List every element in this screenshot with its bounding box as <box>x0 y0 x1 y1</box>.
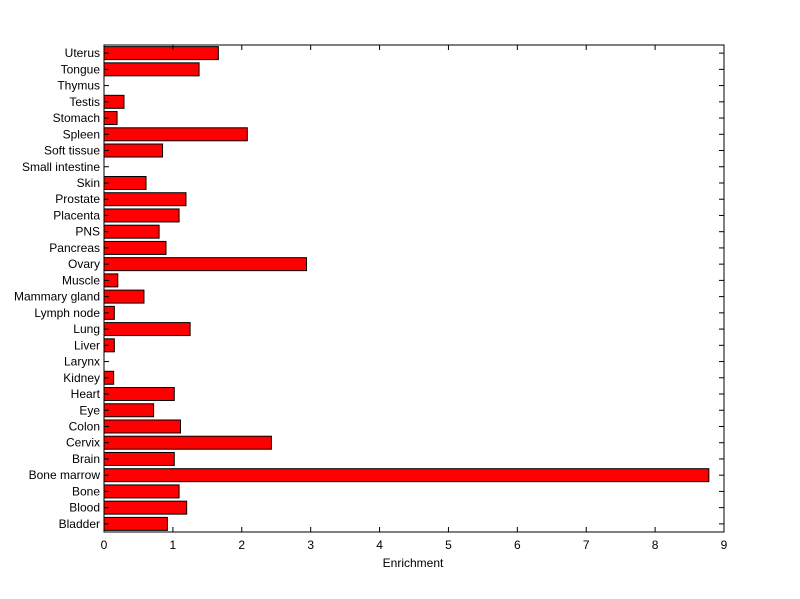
y-tick-label-thymus: Thymus <box>57 79 100 93</box>
y-tick-label-bone: Bone <box>72 484 100 498</box>
x-tick-label-7: 7 <box>583 538 590 552</box>
x-tick-label-2: 2 <box>238 538 245 552</box>
y-tick-label-skin: Skin <box>77 176 100 190</box>
y-tick-label-blood: Blood <box>69 501 100 515</box>
bar-colon <box>103 419 181 434</box>
bar-spleen <box>103 127 248 142</box>
bar-placenta <box>103 208 180 223</box>
x-tick-label-8: 8 <box>652 538 659 552</box>
y-tick-label-tongue: Tongue <box>61 62 101 76</box>
y-tick-label-prostate: Prostate <box>55 192 100 206</box>
y-tick-label-pns: PNS <box>75 225 100 239</box>
bar-brain <box>103 451 175 466</box>
plot-area <box>104 45 724 532</box>
y-tick-label-colon: Colon <box>69 419 100 433</box>
bar-blood <box>103 500 188 515</box>
bar-mammary-gland <box>103 289 145 304</box>
y-tick-label-placenta: Placenta <box>53 208 100 222</box>
y-tick-label-larynx: Larynx <box>64 355 100 369</box>
x-tick-label-5: 5 <box>445 538 452 552</box>
y-tick-label-liver: Liver <box>74 338 100 352</box>
bar-pns <box>103 224 160 239</box>
y-tick-label-eye: Eye <box>79 403 100 417</box>
bar-lung <box>103 322 191 337</box>
x-tick-label-3: 3 <box>307 538 314 552</box>
y-axis-ticks: Bladder Blood Bone Bone marrow Brain Cervix Co… <box>14 46 724 531</box>
x-tick-label-0: 0 <box>101 538 108 552</box>
y-tick-label-cervix: Cervix <box>66 436 100 450</box>
bar-bone <box>103 484 180 499</box>
y-tick-label-bladder: Bladder <box>59 517 100 531</box>
x-axis-label: Enrichment <box>383 556 444 570</box>
bar-bladder <box>103 516 168 531</box>
bar-skin <box>103 175 147 190</box>
x-tick-label-1: 1 <box>170 538 177 552</box>
bar-bone-marrow <box>103 468 710 483</box>
y-tick-label-heart: Heart <box>71 387 101 401</box>
y-tick-label-uterus: Uterus <box>65 46 100 60</box>
y-tick-label-ovary: Ovary <box>68 257 100 271</box>
bar-pancreas <box>103 240 167 255</box>
bar-uterus <box>103 46 219 61</box>
bar-heart <box>103 387 175 402</box>
y-tick-label-brain: Brain <box>72 452 100 466</box>
bar-tongue <box>103 62 200 77</box>
x-tick-label-9: 9 <box>721 538 728 552</box>
y-tick-label-lung: Lung <box>73 322 100 336</box>
x-axis-ticks: 0 1 2 3 4 5 6 7 8 9 <box>101 45 728 552</box>
y-tick-label-testis: Testis <box>69 95 100 109</box>
y-tick-label-spleen: Spleen <box>63 127 100 141</box>
bar-eye <box>103 403 155 418</box>
plot-frame <box>103 44 725 533</box>
y-tick-label-small-intestine: Small intestine <box>22 160 100 174</box>
y-tick-label-muscle: Muscle <box>62 273 100 287</box>
y-tick-label-bone-marrow: Bone marrow <box>29 468 101 482</box>
x-tick-label-6: 6 <box>514 538 521 552</box>
bar-cervix <box>103 435 272 450</box>
y-tick-label-pancreas: Pancreas <box>49 241 100 255</box>
bar-prostate <box>103 192 187 207</box>
y-tick-label-lymph-node: Lymph node <box>34 306 100 320</box>
y-tick-label-stomach: Stomach <box>53 111 100 125</box>
y-tick-label-mammary-gland: Mammary gland <box>14 290 100 304</box>
bar-ovary <box>103 257 308 272</box>
x-tick-label-4: 4 <box>376 538 383 552</box>
bar-soft-tissue <box>103 143 164 158</box>
y-tick-label-kidney: Kidney <box>63 371 100 385</box>
y-tick-label-soft-tissue: Soft tissue <box>44 144 100 158</box>
